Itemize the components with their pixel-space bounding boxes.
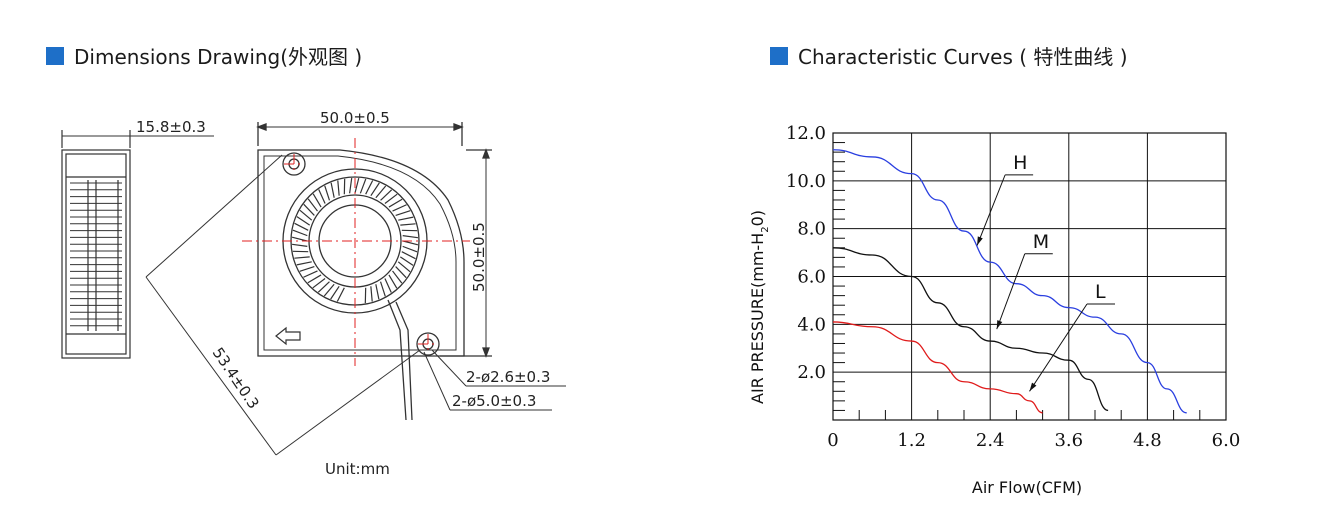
impeller-blade xyxy=(323,283,335,297)
impeller-blade xyxy=(398,216,414,221)
curve-label-arrowhead xyxy=(977,236,983,246)
series-line-l xyxy=(832,321,1043,414)
impeller-blade xyxy=(307,198,318,212)
x-tick-label: 2.4 xyxy=(976,430,1005,451)
x-tick-label: 0 xyxy=(827,430,838,451)
impeller-blade xyxy=(399,256,414,266)
impeller-blade xyxy=(299,265,315,272)
chart-grid xyxy=(832,132,1227,421)
impeller-blade xyxy=(296,216,311,226)
impeller-blade xyxy=(388,198,403,208)
x-tick-label: 1.2 xyxy=(897,430,926,451)
curve-label-arrowhead xyxy=(1029,382,1037,392)
impeller-blade xyxy=(318,189,326,204)
impeller-blade xyxy=(359,178,367,194)
y-tick-label: 8.0 xyxy=(797,219,826,240)
impeller-blade xyxy=(292,229,308,237)
y-tick-label: 10.0 xyxy=(786,171,826,192)
curve-label-leader xyxy=(976,174,1006,246)
impeller-blade xyxy=(379,281,386,297)
curve-label-arrowhead xyxy=(996,320,1003,330)
side-thickness-dimension: 15.8±0.3 xyxy=(136,118,206,136)
impeller-blade xyxy=(402,240,419,246)
y-tick-label: 6.0 xyxy=(797,267,826,288)
dimensions-section-title: Dimensions Drawing(外观图 ) xyxy=(46,41,362,70)
impeller-blade xyxy=(375,185,387,199)
impeller-blade xyxy=(400,223,416,226)
impeller-blade xyxy=(354,177,360,194)
x-tick-label: 4.8 xyxy=(1133,430,1162,451)
impeller-blade xyxy=(349,178,353,194)
impeller-blade xyxy=(384,278,392,293)
impeller-blade xyxy=(395,210,411,217)
impeller-blade xyxy=(312,193,322,208)
x-tick-label: 6.0 xyxy=(1212,430,1241,451)
width-dimension: 50.0±0.5 xyxy=(320,109,390,127)
impeller-blade xyxy=(370,182,380,197)
impeller-blade xyxy=(397,261,411,273)
center-lines xyxy=(242,138,470,366)
impeller-blade xyxy=(303,270,318,278)
chart-minor-ticks xyxy=(833,142,1201,420)
impeller-blade xyxy=(375,284,380,300)
impeller-blade xyxy=(294,222,309,231)
impeller-blade xyxy=(324,185,331,201)
impeller-blade xyxy=(384,193,398,204)
chart-series xyxy=(832,149,1187,414)
impeller-blade xyxy=(294,256,310,259)
impeller-blade xyxy=(330,182,335,198)
impeller-blade xyxy=(296,261,312,266)
curve-label-l: L xyxy=(1095,281,1106,303)
impeller-blade xyxy=(370,286,373,302)
impeller-blade xyxy=(401,251,416,260)
y-tick-label: 2.0 xyxy=(797,362,826,383)
impeller-blade xyxy=(365,180,374,195)
impeller-blade xyxy=(395,266,407,279)
y-tick-label: 12.0 xyxy=(786,123,826,144)
title-square-icon xyxy=(770,46,788,65)
x-tick-label: 3.6 xyxy=(1054,430,1083,451)
impeller-blade xyxy=(317,281,330,293)
series-line-h xyxy=(832,149,1187,414)
characteristic-section-title: Characteristic Curves ( 特性曲线 ) xyxy=(770,41,1128,70)
impeller-blade xyxy=(291,236,308,242)
impeller-blade xyxy=(380,189,393,201)
fan-side-view xyxy=(61,130,214,359)
impeller-blade xyxy=(303,203,315,216)
impeller-blade xyxy=(402,245,418,253)
characteristic-title-text: Characteristic Curves ( 特性曲线 ) xyxy=(798,45,1128,69)
impeller-blade xyxy=(392,204,407,212)
x-axis-title: Air Flow(CFM) xyxy=(972,478,1082,497)
large-hole-dimension: 2-ø5.0±0.3 xyxy=(452,392,536,410)
series-line-m xyxy=(832,247,1109,412)
y-axis-title: AIR PRESSURE(mm-H20) xyxy=(748,210,771,404)
impeller-blade xyxy=(312,278,326,289)
impeller-blade xyxy=(336,287,345,302)
curve-label-h: H xyxy=(1013,152,1027,174)
impeller-blade xyxy=(292,243,308,247)
impeller-blade xyxy=(392,270,403,284)
small-hole-dimension: 2-ø2.6±0.3 xyxy=(466,368,550,386)
impeller-blade xyxy=(388,274,398,289)
curve-label-leader xyxy=(1029,303,1088,392)
impeller-blade xyxy=(299,209,313,221)
y-tick-label: 4.0 xyxy=(797,314,826,335)
curve-label-leader xyxy=(996,253,1026,330)
fan-front-view xyxy=(145,122,566,456)
impeller-blade xyxy=(337,180,340,196)
unit-label: Unit:mm xyxy=(325,460,390,478)
curve-label-m: M xyxy=(1033,231,1049,253)
dimensions-title-text: Dimensions Drawing(外观图 ) xyxy=(74,45,363,69)
impeller-blade xyxy=(307,274,322,284)
height-dimension: 50.0±0.5 xyxy=(470,222,488,292)
impeller-blade xyxy=(330,285,340,300)
impeller-blade xyxy=(402,235,418,239)
title-square-icon xyxy=(46,46,64,65)
